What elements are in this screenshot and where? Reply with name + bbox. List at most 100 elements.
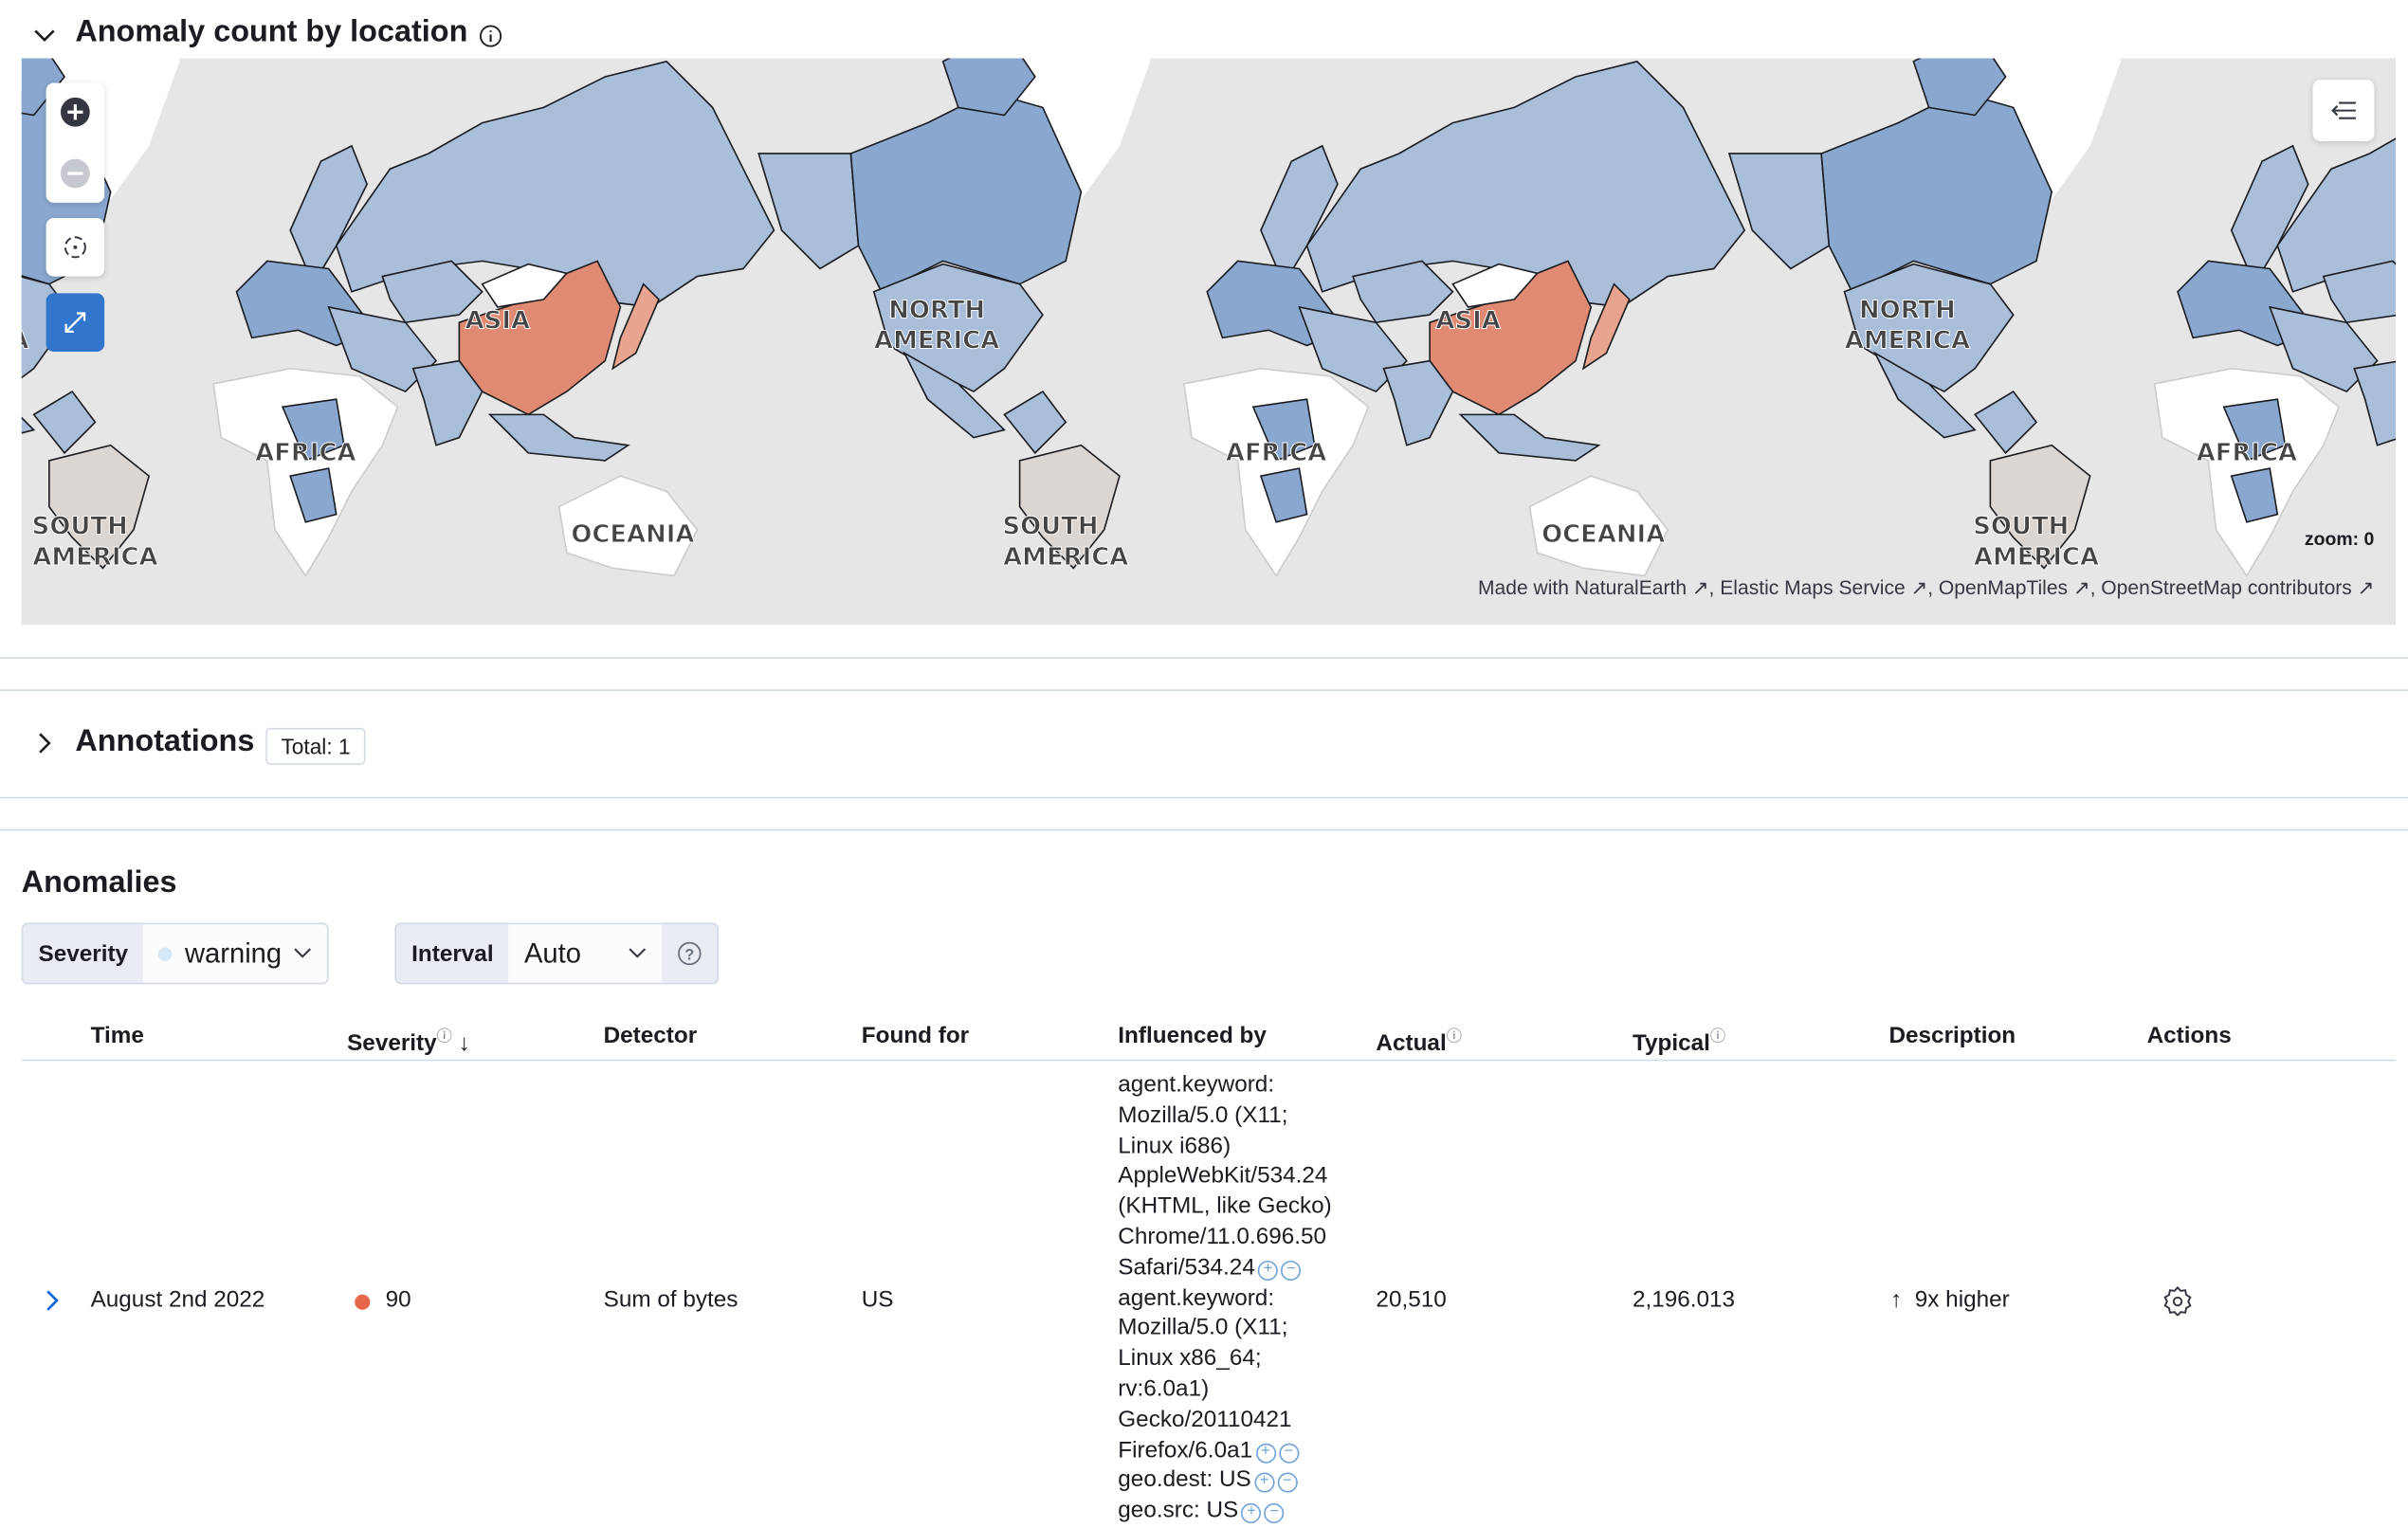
remove-filter-icon[interactable]: − xyxy=(1277,1473,1298,1494)
region-mexico[interactable] xyxy=(21,354,36,438)
region-russia[interactable] xyxy=(1305,60,1746,308)
region-mongolia[interactable] xyxy=(1451,263,1540,308)
divider xyxy=(0,689,2408,691)
expand-row-icon[interactable] xyxy=(43,1290,61,1312)
region-south-america-n[interactable] xyxy=(1003,391,1067,455)
attribution-link[interactable]: OpenStreetMap contributors xyxy=(2101,575,2352,599)
help-icon[interactable]: ⓘ xyxy=(1709,1028,1726,1046)
region-india[interactable] xyxy=(1382,359,1454,446)
region-india[interactable] xyxy=(411,359,483,446)
sort-down-icon[interactable]: ↓ xyxy=(458,1029,470,1057)
region-sea[interactable] xyxy=(487,413,630,462)
collapse-chevron-icon[interactable] xyxy=(34,25,56,46)
region-canada[interactable] xyxy=(849,91,1083,293)
divider xyxy=(0,657,2408,659)
info-icon[interactable] xyxy=(479,25,502,47)
region-alaska[interactable] xyxy=(1727,153,1831,270)
influencer-text: Linux x86_64; xyxy=(1118,1345,1262,1372)
region-kazakhstan[interactable] xyxy=(2322,260,2397,324)
region-india[interactable] xyxy=(2353,360,2397,446)
world-copy: ASIANORTHAMERICAAFRICAOCEANIASOUTHAMERIC… xyxy=(21,58,180,573)
column-header-typical[interactable]: Typicalⓘ xyxy=(1633,1023,1726,1056)
region-africa-c2[interactable] xyxy=(289,467,337,523)
column-header-influenced-by[interactable]: Influenced by xyxy=(1118,1022,1267,1049)
zoom-controls xyxy=(46,82,105,203)
region-africa-c1[interactable] xyxy=(281,398,345,463)
region-arctic-isles[interactable] xyxy=(1912,58,2007,117)
region-africa-c2[interactable] xyxy=(2230,467,2279,523)
divider xyxy=(0,828,2408,831)
world-copy: ASIANORTHAMERICAAFRICAOCEANIASOUTHAMERIC… xyxy=(2153,62,2397,577)
expand-chevron-icon[interactable] xyxy=(34,733,56,755)
region-south-america[interactable] xyxy=(48,444,151,570)
region-mexico[interactable] xyxy=(903,351,1006,439)
region-south-america[interactable] xyxy=(1989,444,2091,570)
region-russia[interactable] xyxy=(2276,62,2397,307)
help-icon[interactable]: ? xyxy=(678,941,702,966)
fullscreen-button[interactable] xyxy=(46,293,105,352)
region-south-america-n[interactable] xyxy=(1973,391,2038,455)
influencer-line: Gecko/20110421 xyxy=(1118,1405,1363,1435)
region-arctic-isles[interactable] xyxy=(941,58,1036,117)
region-kazakhstan[interactable] xyxy=(381,260,483,324)
region-africa-c1[interactable] xyxy=(1251,398,1316,463)
severity-select[interactable]: Severity warning xyxy=(21,922,330,985)
continent-label: AFRICA xyxy=(2197,439,2297,467)
column-header-severity[interactable]: Severityⓘ ↓ xyxy=(347,1023,470,1057)
remove-filter-icon[interactable]: − xyxy=(1278,1442,1299,1464)
column-header-found-for[interactable]: Found for xyxy=(861,1022,970,1049)
add-filter-icon[interactable]: + xyxy=(1255,1442,1276,1464)
gear-icon[interactable] xyxy=(2162,1285,2193,1317)
annotations-total-badge: Total: 1 xyxy=(265,727,366,765)
attribution-link[interactable]: OpenMapTiles xyxy=(1938,575,2069,599)
header-divider xyxy=(21,1059,2397,1062)
column-header-time[interactable]: Time xyxy=(90,1022,144,1049)
help-icon[interactable]: ⓘ xyxy=(1446,1028,1462,1046)
zoom-out-icon[interactable] xyxy=(60,158,90,189)
layer-control-button[interactable] xyxy=(2312,80,2375,142)
add-filter-icon[interactable]: + xyxy=(1258,1260,1279,1281)
attribution-link[interactable]: Elastic Maps Service xyxy=(1720,575,1906,599)
region-mexico[interactable] xyxy=(1872,351,1977,439)
region-alaska[interactable] xyxy=(757,153,860,270)
column-header-actual[interactable]: Actualⓘ xyxy=(1376,1023,1462,1056)
region-australia[interactable] xyxy=(1528,475,1669,577)
set-view-button[interactable] xyxy=(46,218,105,277)
zoom-in-icon[interactable] xyxy=(60,97,90,127)
attribution-link[interactable]: Made with NaturalEarth xyxy=(1478,575,1687,599)
remove-filter-icon[interactable]: − xyxy=(1281,1260,1302,1281)
region-japan[interactable] xyxy=(611,282,660,371)
region-south-america[interactable] xyxy=(1018,444,1121,570)
continent-label: AMERICA xyxy=(32,543,157,572)
region-japan[interactable] xyxy=(1581,282,1631,371)
region-sea[interactable] xyxy=(1458,413,1601,462)
region-south-america-n[interactable] xyxy=(32,391,97,455)
anomaly-map[interactable]: ASIANORTHAMERICAAFRICAOCEANIASOUTHAMERIC… xyxy=(21,58,2397,626)
influencer-line: Firefox/6.0a1 + − xyxy=(1118,1435,1363,1465)
column-header-detector[interactable]: Detector xyxy=(603,1022,698,1049)
region-africa-c2[interactable] xyxy=(1259,467,1308,523)
influencer-line: Mozilla/5.0 (X11; xyxy=(1118,1101,1363,1131)
cell-actual: 20,510 xyxy=(1376,1286,1447,1314)
map-canvas[interactable]: ASIANORTHAMERICAAFRICAOCEANIASOUTHAMERIC… xyxy=(21,58,2397,626)
help-icon[interactable]: ⓘ xyxy=(436,1028,452,1046)
continent-label: ASIA xyxy=(1435,307,1500,336)
continent-label: AMERICA xyxy=(22,327,29,355)
continent-label: AMERICA xyxy=(1003,543,1128,572)
influencer-line: Chrome/11.0.696.50 xyxy=(1118,1222,1363,1252)
region-mongolia[interactable] xyxy=(481,263,569,308)
region-africa-c1[interactable] xyxy=(2222,398,2287,463)
region-kazakhstan[interactable] xyxy=(1352,260,1454,324)
region-canada[interactable] xyxy=(1820,91,2053,293)
add-filter-icon[interactable]: + xyxy=(1254,1473,1275,1494)
region-australia[interactable] xyxy=(557,475,699,577)
continent-label: AMERICA xyxy=(1974,543,2099,572)
severity-label: Severity xyxy=(38,940,129,967)
add-filter-icon[interactable]: + xyxy=(1241,1503,1262,1524)
continent-label: NORTH xyxy=(888,296,985,324)
remove-filter-icon[interactable]: − xyxy=(1264,1503,1285,1524)
interval-select[interactable]: Interval Auto ? xyxy=(394,922,720,985)
influencer-text: geo.dest: US xyxy=(1118,1466,1251,1494)
region-russia[interactable] xyxy=(335,60,775,308)
